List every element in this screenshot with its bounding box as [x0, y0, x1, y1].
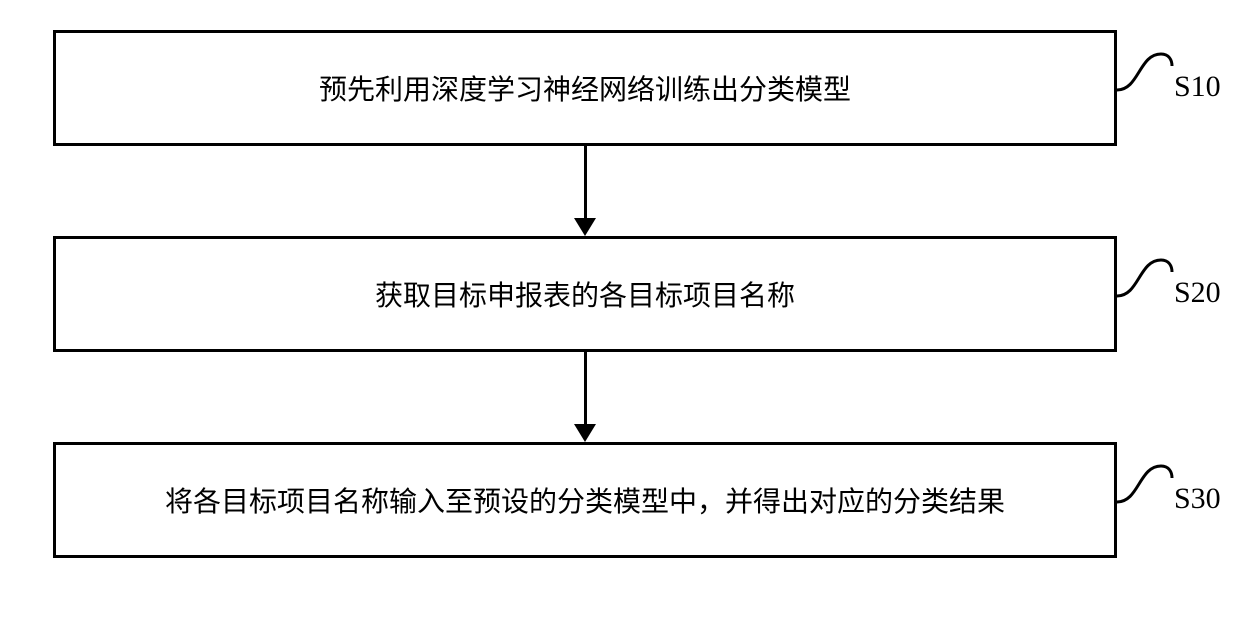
arrow-s20-s30-head	[574, 424, 596, 442]
flowchart-step-s30: 将各目标项目名称输入至预设的分类模型中，并得出对应的分类结果	[53, 442, 1117, 558]
label-text: S30	[1174, 482, 1221, 515]
arrow-s10-s20-line	[584, 146, 587, 218]
arrow-s10-s20-head	[574, 218, 596, 236]
arrow-s20-s30-line	[584, 352, 587, 424]
flowchart-canvas: 预先利用深度学习神经网络训练出分类模型 S10 获取目标申报表的各目标项目名称 …	[0, 0, 1240, 618]
connector-curve-s20	[1117, 252, 1177, 306]
step-label-s20: S20	[1174, 276, 1221, 310]
label-text: S10	[1174, 70, 1221, 103]
connector-curve-s30	[1117, 458, 1177, 512]
step-text: 将各目标项目名称输入至预设的分类模型中，并得出对应的分类结果	[165, 480, 1005, 520]
label-text: S20	[1174, 276, 1221, 309]
connector-curve-s10	[1117, 46, 1177, 100]
flowchart-step-s20: 获取目标申报表的各目标项目名称	[53, 236, 1117, 352]
flowchart-step-s10: 预先利用深度学习神经网络训练出分类模型	[53, 30, 1117, 146]
step-text: 预先利用深度学习神经网络训练出分类模型	[319, 68, 851, 108]
step-label-s30: S30	[1174, 482, 1221, 516]
step-label-s10: S10	[1174, 70, 1221, 104]
step-text: 获取目标申报表的各目标项目名称	[375, 274, 795, 314]
